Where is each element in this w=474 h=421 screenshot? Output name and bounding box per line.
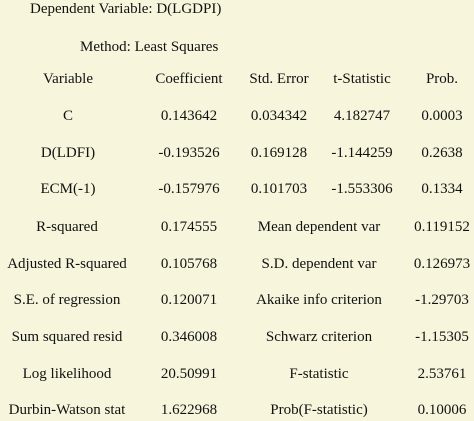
statistic-label-2: S.D. dependent var	[261, 256, 377, 272]
statistic-label-2: Akaike info criterion	[256, 292, 382, 308]
column-header-prob: Prob.	[425, 71, 459, 87]
method-line: Method: Least Squares	[80, 39, 219, 55]
prob-value: 0.1334	[421, 181, 463, 197]
statistic-value-2: -1.29703	[415, 292, 469, 308]
t-statistic-value: -1.553306	[331, 181, 393, 197]
statistic-label-2: Schwarz criterion	[265, 329, 373, 345]
statistic-value: 0.174555	[160, 219, 218, 235]
column-header-t-statistic: t-Statistic	[333, 71, 391, 87]
statistic-label: Adjusted R-squared	[7, 256, 127, 272]
prob-value: 0.0003	[421, 108, 463, 124]
variable-name: ECM(-1)	[40, 181, 96, 197]
std-error-value: 0.034342	[250, 108, 308, 124]
t-statistic-value: -1.144259	[331, 145, 393, 161]
statistic-value: 0.346008	[160, 329, 218, 345]
prob-value: 0.2638	[421, 145, 463, 161]
column-header-std-error: Std. Error	[249, 71, 309, 87]
statistic-label: Sum squared resid	[11, 329, 123, 345]
variable-name: C	[62, 108, 74, 124]
statistic-label: R-squared	[36, 219, 98, 235]
coefficient-value: -0.157976	[158, 181, 220, 197]
statistic-label-2: F-statistic	[289, 366, 349, 382]
std-error-value: 0.169128	[250, 145, 308, 161]
statistic-value-2: 0.126973	[413, 256, 471, 272]
statistic-label: S.E. of regression	[13, 292, 121, 308]
column-header-variable: Variable	[43, 71, 93, 87]
statistic-value: 0.120071	[160, 292, 218, 308]
dependent-variable-title: Dependent Variable: D(LGDPI)	[30, 1, 222, 17]
statistic-value-2: -1.15305	[415, 329, 469, 345]
statistic-label: Log likelihood	[22, 366, 112, 382]
statistic-label-2: Mean dependent var	[257, 219, 381, 235]
coefficient-value: 0.143642	[160, 108, 218, 124]
std-error-value: 0.101703	[250, 181, 308, 197]
statistic-value: 0.105768	[160, 256, 218, 272]
column-header-coefficient: Coefficient	[155, 71, 223, 87]
statistic-value-2: 0.119152	[414, 219, 470, 235]
statistic-value: 1.622968	[160, 402, 218, 418]
statistic-label: Durbin-Watson stat	[8, 402, 126, 418]
statistic-value-2: 0.10006	[417, 402, 467, 418]
statistic-label-2: Prob(F-statistic)	[270, 402, 368, 418]
statistic-value: 20.50991	[160, 366, 218, 382]
t-statistic-value: 4.182747	[333, 108, 391, 124]
coefficient-value: -0.193526	[158, 145, 220, 161]
statistic-value-2: 2.53761	[417, 366, 467, 382]
variable-name: D(LDFI)	[40, 145, 96, 161]
